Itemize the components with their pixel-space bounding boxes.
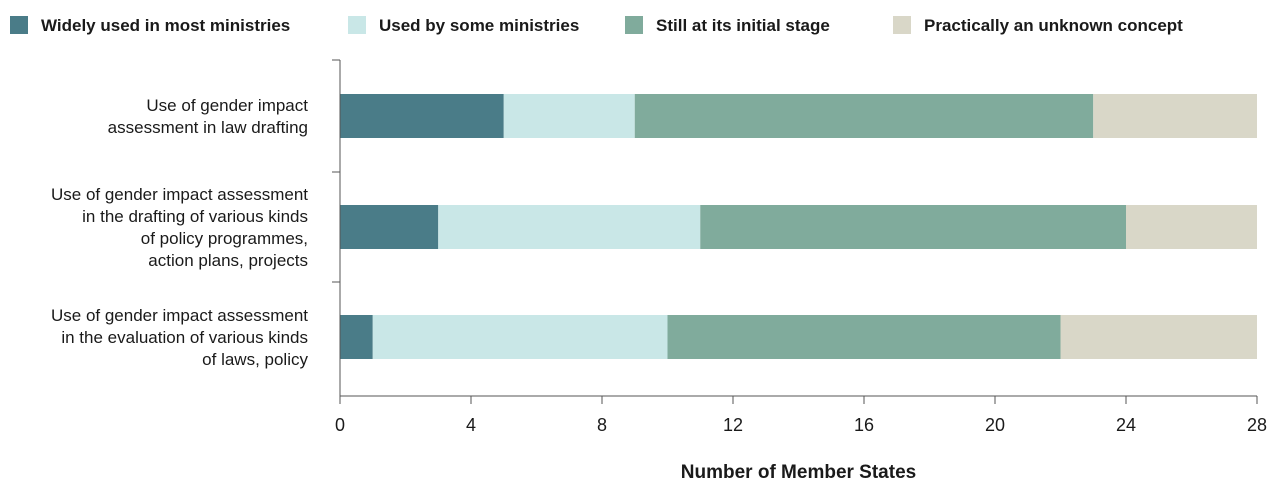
legend-label: Widely used in most ministries	[41, 16, 290, 35]
legend-item: Widely used in most ministries	[10, 16, 290, 35]
bar-segment	[667, 315, 1061, 359]
x-axis-title: Number of Member States	[681, 462, 916, 483]
bar-segment	[340, 315, 373, 359]
legend-swatch	[625, 16, 643, 34]
bar-group	[340, 315, 1257, 359]
bar-segment	[503, 94, 635, 138]
legend-swatch	[10, 16, 28, 34]
x-tick-label: 28	[1247, 415, 1267, 435]
x-tick-label: 24	[1116, 415, 1136, 435]
x-tick-label: 8	[597, 415, 607, 435]
legend-swatch	[348, 16, 366, 34]
category-label: Use of gender impact assessment in law dr…	[108, 96, 309, 137]
bar-segment	[340, 94, 504, 138]
category-labels: Use of gender impact assessment in law dr…	[51, 96, 309, 369]
legend-label: Used by some ministries	[379, 16, 579, 35]
bar-segment	[1060, 315, 1257, 359]
x-tick-label: 16	[854, 415, 874, 435]
legend-label: Still at its initial stage	[656, 16, 830, 35]
bar-segment	[1126, 205, 1257, 249]
x-tick-label: 4	[466, 415, 476, 435]
legend-item: Used by some ministries	[348, 16, 579, 35]
category-label: Use of gender impact assessment in the dr…	[51, 185, 308, 270]
bar-segment	[372, 315, 668, 359]
bar-segment	[700, 205, 1126, 249]
bar-group	[340, 94, 1257, 138]
legend-label: Practically an unknown concept	[924, 16, 1183, 35]
bar-area	[340, 94, 1257, 359]
legend-item: Still at its initial stage	[625, 16, 830, 35]
chart-legend: Widely used in most ministries Used by so…	[10, 16, 1183, 35]
bar-segment	[340, 205, 439, 249]
x-tick-label: 20	[985, 415, 1005, 435]
chart-axes: 0 4 8 12 16 20 24 28	[332, 59, 1267, 435]
bar-segment	[438, 205, 701, 249]
category-label: Use of gender impact assessment in the ev…	[51, 306, 309, 369]
bar-segment	[1093, 94, 1257, 138]
x-tick-label: 12	[723, 415, 743, 435]
x-tick-label: 0	[335, 415, 345, 435]
legend-item: Practically an unknown concept	[893, 16, 1183, 35]
legend-swatch	[893, 16, 911, 34]
bar-segment	[634, 94, 1094, 138]
bar-group	[340, 205, 1257, 249]
